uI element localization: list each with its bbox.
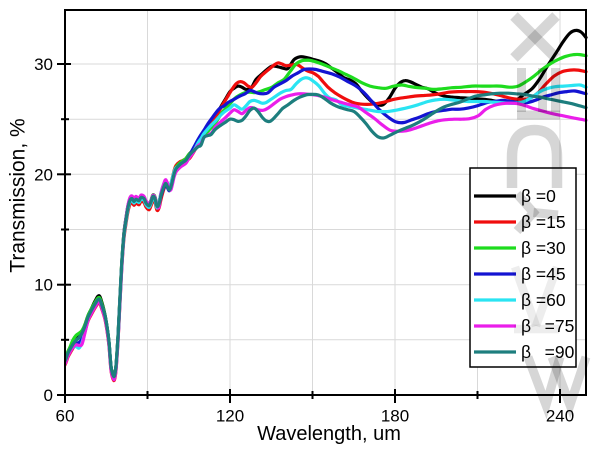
svg-text:β =0: β =0 [521, 186, 556, 206]
svg-text:30: 30 [34, 55, 53, 74]
svg-text:β =30: β =30 [521, 238, 566, 258]
svg-text:10: 10 [34, 276, 53, 295]
svg-text:60: 60 [56, 407, 75, 426]
svg-text:20: 20 [34, 165, 53, 184]
svg-text:β =45: β =45 [521, 264, 566, 284]
svg-text:β =15: β =15 [521, 212, 566, 232]
svg-text:β =60: β =60 [521, 290, 566, 310]
svg-text:Wavelength, um: Wavelength, um [257, 423, 401, 445]
svg-text:β =75: β =75 [521, 316, 574, 336]
svg-text:240: 240 [546, 407, 574, 426]
svg-text:Transmission, %: Transmission, % [7, 118, 30, 272]
svg-text:0: 0 [44, 386, 53, 405]
svg-text:β =90: β =90 [521, 342, 575, 362]
svg-text:120: 120 [216, 407, 244, 426]
svg-text:180: 180 [381, 407, 409, 426]
